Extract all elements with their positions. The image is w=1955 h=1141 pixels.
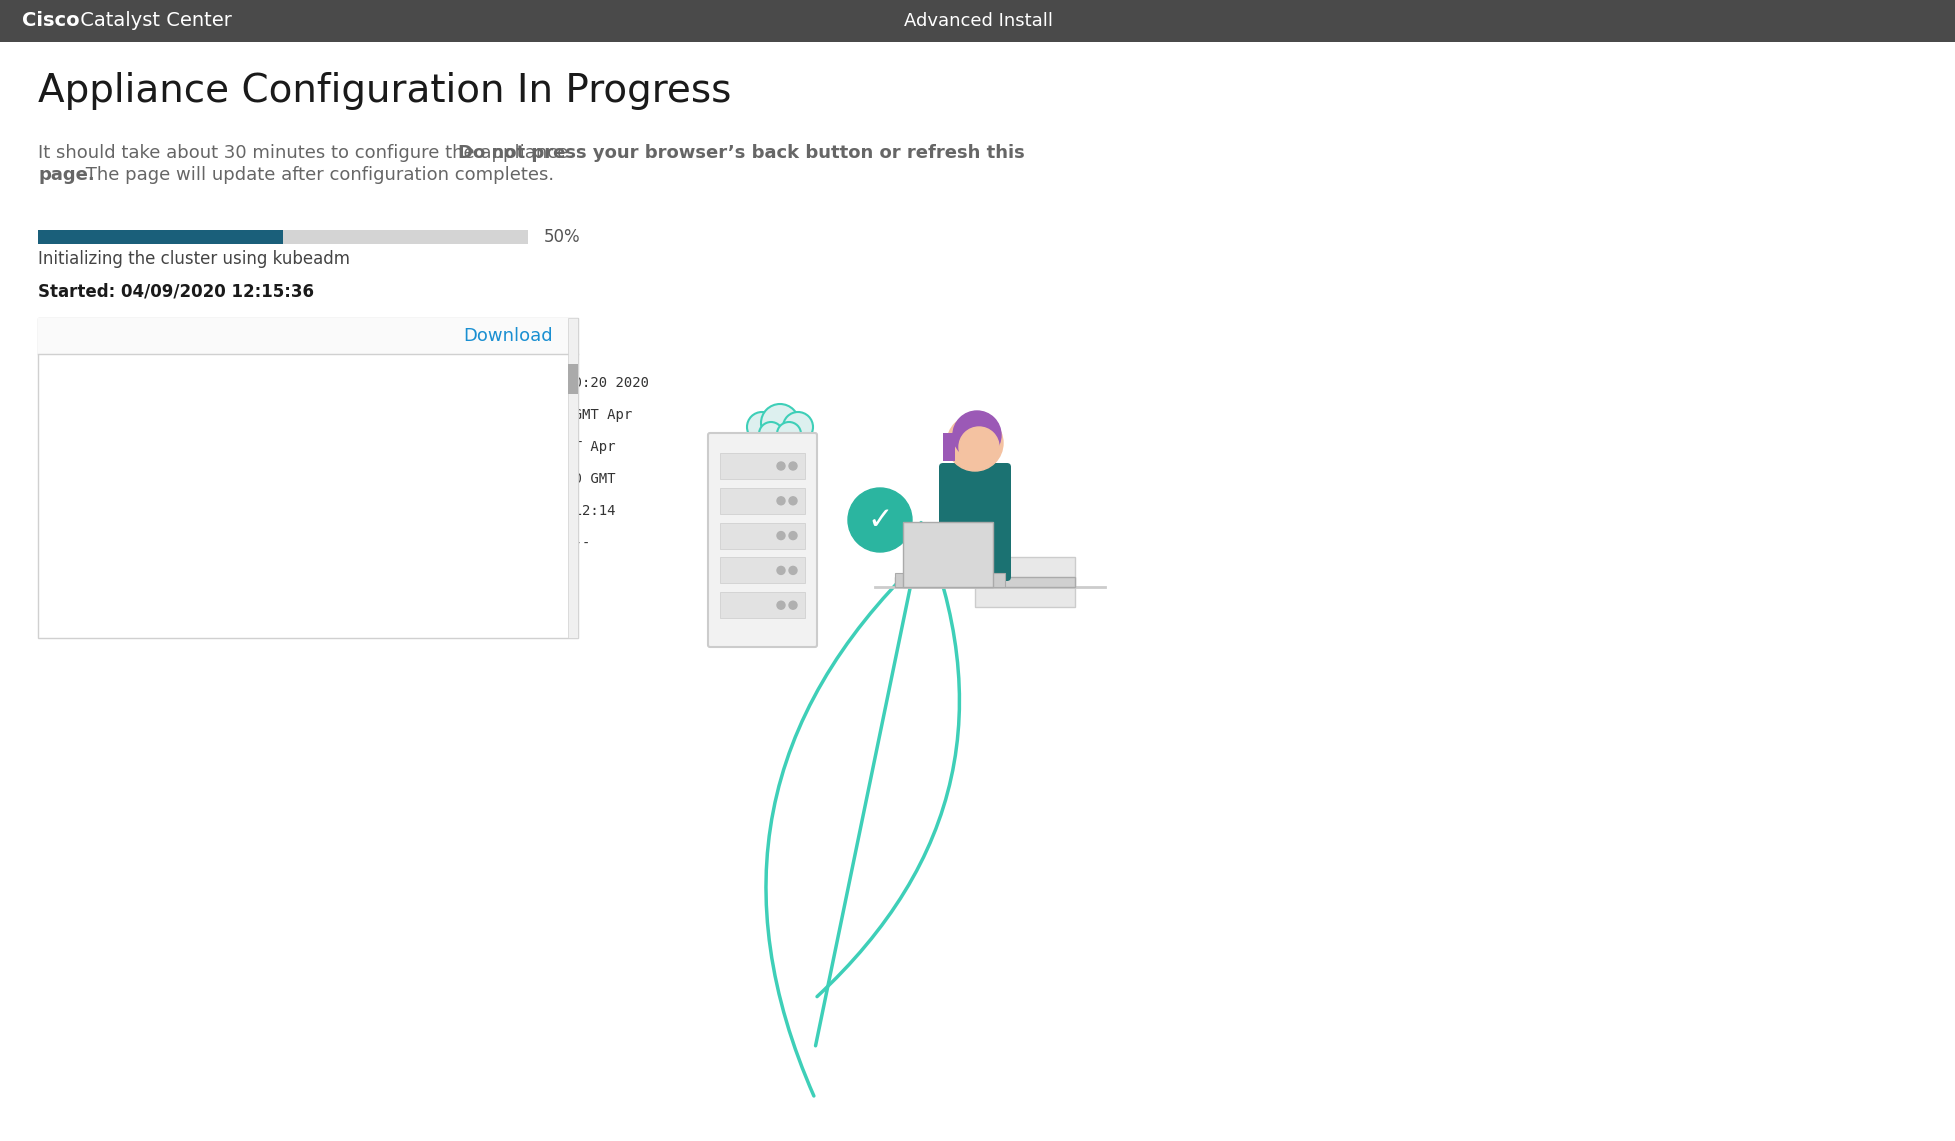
FancyBboxPatch shape xyxy=(938,463,1011,581)
Bar xyxy=(903,521,993,586)
Circle shape xyxy=(958,427,999,467)
Bar xyxy=(719,488,805,513)
Text: Initializing the cluster using kubeadm: Initializing the cluster using kubeadm xyxy=(37,250,350,268)
Circle shape xyxy=(782,412,813,442)
Circle shape xyxy=(788,496,796,504)
Text: 2024-03-22T16:04:38.088Z15 | admin.conf Apr 13 12:12:14 2020 GMT Apr: 2024-03-22T16:04:38.088Z15 | admin.conf … xyxy=(47,439,616,454)
Text: The page will update after configuration completes.: The page will update after configuration… xyxy=(80,165,555,184)
Text: Do not press your browser’s back button or refresh this: Do not press your browser’s back button … xyxy=(457,144,1024,162)
Circle shape xyxy=(952,411,1001,459)
Text: ------------------------------------: ------------------------------------ xyxy=(47,552,348,566)
Circle shape xyxy=(760,404,798,442)
Text: Started: 04/09/2020 12:15:36: Started: 04/09/2020 12:15:36 xyxy=(37,282,315,300)
FancyBboxPatch shape xyxy=(708,432,817,647)
Text: GMT Apr 13 17:40:20 2021 GMT: GMT Apr 13 17:40:20 2021 GMT xyxy=(47,393,280,406)
Text: Appliance Configuration In Progress: Appliance Configuration In Progress xyxy=(37,72,731,110)
FancyArrowPatch shape xyxy=(817,523,960,996)
Bar xyxy=(0,0,1955,42)
Circle shape xyxy=(776,496,784,504)
Text: Catalyst Center: Catalyst Center xyxy=(74,11,233,31)
Bar xyxy=(895,573,1005,586)
Bar xyxy=(719,453,805,479)
Circle shape xyxy=(776,566,784,574)
Text: 2024-03-22T16:04:38.088Z14 | kubelet.conf Apr 13 12:12:14 2020 GMT Apr: 2024-03-22T16:04:38.088Z14 | kubelet.con… xyxy=(47,407,631,422)
Circle shape xyxy=(757,496,780,520)
Bar xyxy=(37,318,579,354)
Text: page.: page. xyxy=(37,165,94,184)
Circle shape xyxy=(747,412,778,443)
Circle shape xyxy=(782,412,813,443)
Bar xyxy=(567,364,579,394)
Bar xyxy=(942,432,954,461)
Bar xyxy=(719,592,805,618)
Text: 13 17:40:21 2021 GMT: 13 17:40:21 2021 GMT xyxy=(47,456,213,470)
Circle shape xyxy=(739,489,770,520)
Circle shape xyxy=(759,422,782,446)
Text: Advanced Install: Advanced Install xyxy=(903,13,1052,30)
Text: 2024-03-22T16:04:38.088Z13 | front-proxy-client.crt Apr 13 17:40:20 2020: 2024-03-22T16:04:38.088Z13 | front-proxy… xyxy=(47,375,649,390)
Text: It should take about 30 minutes to configure the appliance.: It should take about 30 minutes to confi… xyxy=(37,144,579,162)
Circle shape xyxy=(946,415,1003,471)
Circle shape xyxy=(848,488,911,552)
Circle shape xyxy=(776,422,802,446)
Circle shape xyxy=(788,566,796,574)
Bar xyxy=(895,577,1075,586)
Bar xyxy=(719,523,805,549)
FancyBboxPatch shape xyxy=(37,230,528,244)
Circle shape xyxy=(759,422,782,446)
Text: 2020 GMT Apr 13 17:40:22 2021 GMT: 2020 GMT Apr 13 17:40:22 2021 GMT xyxy=(47,520,323,534)
Circle shape xyxy=(776,462,784,470)
Text: Apr 11 17:40:20 2030 GMT: Apr 11 17:40:20 2030 GMT xyxy=(47,362,233,377)
Circle shape xyxy=(729,496,753,520)
Circle shape xyxy=(776,422,802,446)
Circle shape xyxy=(747,412,776,442)
Circle shape xyxy=(788,532,796,540)
FancyArrowPatch shape xyxy=(766,561,917,1097)
Text: Download: Download xyxy=(463,327,553,345)
Text: Apr 13 17:40:22 2021 GMT: Apr 13 17:40:22 2021 GMT xyxy=(47,488,246,502)
Circle shape xyxy=(788,462,796,470)
FancyBboxPatch shape xyxy=(37,230,283,244)
Bar xyxy=(37,318,579,638)
Circle shape xyxy=(760,404,798,442)
Text: 2024-03-22T16:04:38.088Z17 | controller-manager.conf Apr 13 12:12:14: 2024-03-22T16:04:38.088Z17 | controller-… xyxy=(47,503,616,518)
Text: Cisco: Cisco xyxy=(22,11,80,31)
Bar xyxy=(567,318,579,638)
Circle shape xyxy=(776,601,784,609)
Circle shape xyxy=(776,532,784,540)
Bar xyxy=(974,557,1075,607)
Circle shape xyxy=(745,504,764,524)
FancyArrowPatch shape xyxy=(815,543,919,1046)
Text: 2024-03-22T16:04:38.088Z18 | ------------------------------------: 2024-03-22T16:04:38.088Z18 | -----------… xyxy=(47,535,590,550)
Text: 50%: 50% xyxy=(543,228,581,246)
Text: 13 17:40:21 2021 GMT: 13 17:40:21 2021 GMT xyxy=(47,424,213,438)
Text: ✓: ✓ xyxy=(866,505,891,534)
Bar xyxy=(719,558,805,583)
Text: 2024-03-22T16:04:38.088Z16 | scheduler.conf Apr 13 12:12:14 2020 GMT: 2024-03-22T16:04:38.088Z16 | scheduler.c… xyxy=(47,471,616,486)
Circle shape xyxy=(788,601,796,609)
